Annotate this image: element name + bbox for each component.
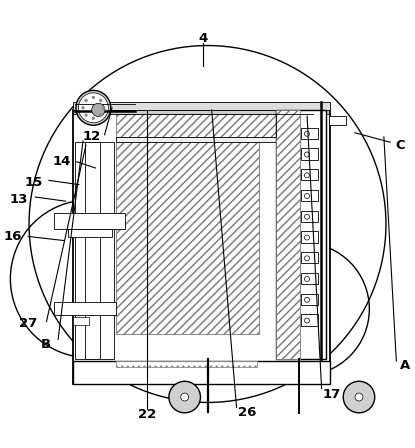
Circle shape [305, 152, 310, 157]
Circle shape [76, 90, 111, 125]
Text: 17: 17 [323, 388, 341, 401]
Circle shape [305, 276, 310, 281]
Bar [73, 110, 329, 114]
Circle shape [92, 116, 95, 120]
Bar [301, 252, 318, 263]
Bar [73, 110, 330, 384]
Text: 16: 16 [3, 230, 22, 243]
Bar [116, 114, 313, 137]
Text: C: C [395, 138, 405, 152]
Circle shape [305, 256, 310, 261]
Circle shape [81, 106, 85, 109]
Bar [73, 317, 89, 325]
Bar [116, 361, 257, 367]
Bar [116, 137, 313, 142]
Circle shape [305, 214, 310, 219]
Bar [54, 302, 116, 315]
Bar [301, 293, 318, 305]
Bar [276, 110, 326, 359]
Bar [301, 190, 318, 201]
Circle shape [305, 235, 310, 240]
Bar [301, 314, 318, 326]
Circle shape [305, 297, 310, 302]
Circle shape [305, 318, 310, 323]
Bar [73, 361, 330, 384]
Bar [116, 142, 259, 334]
Circle shape [84, 113, 88, 117]
Bar [329, 116, 346, 125]
Bar [68, 229, 112, 237]
Circle shape [99, 113, 103, 117]
Circle shape [78, 93, 108, 123]
Text: 12: 12 [82, 130, 100, 143]
Text: 14: 14 [52, 155, 71, 168]
Bar [301, 231, 318, 243]
Bar [75, 142, 114, 359]
Circle shape [305, 131, 310, 136]
Circle shape [102, 106, 105, 109]
Bar [301, 273, 318, 284]
Bar [301, 128, 318, 139]
Bar [73, 102, 330, 110]
Bar [54, 213, 124, 228]
Text: B: B [41, 338, 51, 351]
Circle shape [305, 194, 310, 198]
Circle shape [99, 99, 103, 102]
Text: 15: 15 [24, 176, 42, 189]
Bar [301, 148, 318, 159]
Bar [301, 169, 318, 181]
Bar [276, 110, 300, 359]
Circle shape [92, 103, 105, 116]
Circle shape [181, 393, 189, 401]
Text: 22: 22 [138, 409, 156, 422]
Circle shape [169, 381, 200, 413]
Text: 27: 27 [19, 317, 37, 330]
Circle shape [305, 173, 310, 178]
Circle shape [343, 381, 375, 413]
Text: 13: 13 [10, 193, 28, 206]
Text: A: A [400, 358, 410, 371]
Circle shape [355, 393, 363, 401]
Bar [85, 142, 100, 359]
Circle shape [92, 96, 95, 99]
Text: 26: 26 [238, 406, 256, 419]
Circle shape [84, 99, 88, 102]
Bar [301, 211, 318, 222]
Bar [276, 114, 313, 137]
Text: 4: 4 [199, 31, 208, 45]
